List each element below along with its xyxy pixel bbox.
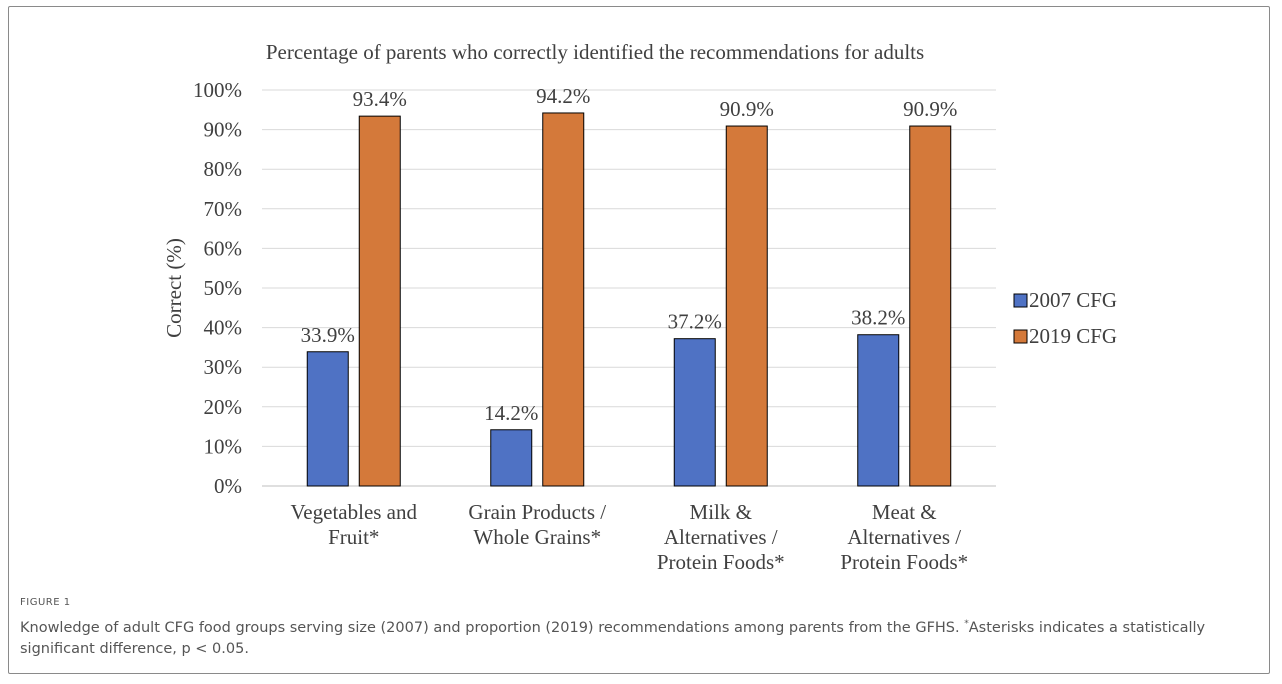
bar-2007 — [306, 351, 349, 487]
data-label: 94.2% — [536, 84, 590, 108]
y-tick-label: 10% — [204, 434, 243, 458]
figure-label: FIGURE 1 — [20, 597, 71, 608]
data-label: 33.9% — [301, 323, 355, 347]
x-category-label: Milk & — [690, 500, 752, 524]
y-tick-label: 40% — [204, 316, 243, 340]
caption-text-2: Asterisks indicates a statistically sign… — [20, 619, 1206, 657]
y-tick-label: 20% — [204, 395, 243, 419]
y-tick-label: 0% — [214, 474, 242, 498]
y-tick-label: 60% — [204, 236, 243, 260]
bar-2007 — [857, 334, 900, 487]
x-category-label: Meat & — [872, 500, 937, 524]
legend-swatch — [1013, 293, 1028, 308]
x-category-label: Whole Grains* — [473, 525, 601, 549]
bar-chart: 0% 10% 20% 30% 40% 50% 60% 70% 80% 90% 100% Correct… — [162, 78, 1117, 574]
bar-2007 — [673, 338, 716, 487]
bar-2019 — [725, 125, 768, 487]
data-label: 38.2% — [851, 306, 905, 330]
y-tick-label: 100% — [193, 78, 242, 102]
figure-caption: Knowledge of adult CFG food groups servi… — [20, 614, 1250, 660]
data-label: 14.2% — [484, 401, 538, 425]
legend-label: 2007 CFG — [1029, 288, 1117, 312]
legend-label: 2019 CFG — [1029, 324, 1117, 348]
bar-2019 — [542, 112, 585, 487]
y-tick-label: 50% — [204, 276, 243, 300]
x-category-label: Alternatives / — [847, 525, 961, 549]
data-label: 90.9% — [903, 97, 957, 121]
bar-2019 — [358, 115, 401, 487]
figure-frame — [8, 6, 1270, 674]
y-tick-label: 70% — [204, 197, 243, 221]
x-category-label: Grain Products / — [468, 500, 606, 524]
y-axis-label: Correct (%) — [162, 238, 186, 338]
caption-text-1: Knowledge of adult CFG food groups servi… — [20, 619, 965, 636]
y-tick-label: 30% — [204, 355, 243, 379]
data-label: 90.9% — [720, 97, 774, 121]
y-tick-label: 80% — [204, 157, 243, 181]
y-tick-label: 90% — [204, 118, 243, 142]
bar-2019 — [909, 125, 952, 487]
legend-swatch — [1013, 329, 1028, 344]
data-label: 37.2% — [668, 310, 722, 334]
chart-title: Percentage of parents who correctly iden… — [265, 40, 925, 64]
x-category-label: Fruit* — [328, 525, 379, 549]
data-label: 93.4% — [353, 87, 407, 111]
x-category-label: Vegetables and — [290, 500, 417, 524]
x-category-label: Alternatives / — [664, 525, 778, 549]
bar-2007 — [490, 429, 533, 487]
x-category-label: Protein Foods* — [657, 550, 785, 574]
caption-asterisk: * — [964, 619, 969, 629]
x-category-label: Protein Foods* — [840, 550, 968, 574]
